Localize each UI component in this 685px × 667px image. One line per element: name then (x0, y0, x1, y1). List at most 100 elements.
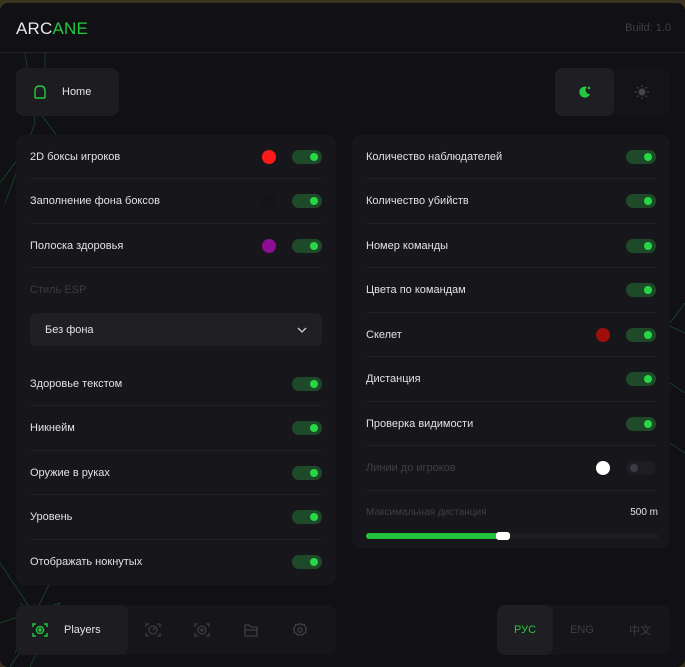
title-bar: ARCANE Build: 1.0 (0, 3, 685, 53)
dropdown-value: Без фона (45, 323, 94, 336)
setting-row: Уровень (30, 496, 322, 540)
visuals-icon (193, 623, 210, 637)
max-distance-slider[interactable] (366, 532, 658, 540)
toggle-knob (310, 424, 318, 432)
toggle-switch[interactable] (292, 465, 322, 480)
setting-row: Полоска здоровья (30, 224, 322, 268)
esp-style-dropdown[interactable]: Без фона (30, 313, 322, 346)
setting-row: Количество убийств (366, 180, 656, 224)
color-picker[interactable] (596, 327, 610, 342)
lang-eng[interactable]: ENG (570, 624, 594, 636)
setting-label: Здоровье текстом (30, 377, 123, 390)
setting-label: 2D боксы игроков (30, 150, 121, 163)
toggle-switch[interactable] (292, 421, 322, 435)
toggle-knob (644, 286, 652, 294)
aim-icon (144, 623, 161, 637)
setting-label: Количество убийств (366, 195, 469, 207)
toggle-switch[interactable] (626, 416, 656, 431)
toggle-switch[interactable] (292, 510, 322, 524)
home-label: Home (62, 86, 92, 98)
setting-row: Количество наблюдателей (366, 135, 656, 179)
toggle-knob (310, 513, 318, 521)
moon-icon (578, 86, 590, 98)
slider-fill (366, 533, 504, 539)
nav-players-label: Players (64, 624, 101, 636)
toggle-switch[interactable] (626, 327, 656, 342)
logo-text-a: ARC (16, 19, 53, 38)
build-version: Build: 1.0 (625, 22, 671, 34)
setting-label: Номер команды (366, 239, 449, 252)
toggle-knob (644, 375, 652, 383)
toggle-knob (310, 152, 318, 161)
toggle-switch[interactable] (626, 283, 656, 297)
app-window: ARCANE Build: 1.0 Home 2D боксы игроков З… (0, 3, 685, 667)
max-distance-value: 500 m (630, 507, 658, 518)
setting-row: Здоровье текстом (30, 362, 322, 406)
right-settings-panel: Количество наблюдателей Количество убийст… (352, 135, 670, 548)
setting-label: Заполнение фона боксов (30, 195, 160, 207)
setting-label: Линии до игроков (366, 462, 456, 474)
setting-label: Уровень (30, 511, 73, 523)
toggle-switch[interactable] (292, 555, 322, 569)
toggle-knob (644, 241, 652, 250)
setting-label: Дистанция (366, 373, 421, 385)
nav-aim[interactable] (128, 622, 177, 638)
bottom-nav: Players (16, 605, 336, 655)
setting-label: Отображать нокнутых (30, 556, 143, 568)
setting-label: Скелет (366, 328, 402, 341)
toggle-switch[interactable] (292, 149, 322, 164)
folder-icon (243, 624, 258, 637)
chevron-down-icon (297, 327, 307, 333)
setting-row: Линии до игроков (366, 447, 656, 491)
toggle-switch[interactable] (626, 194, 656, 208)
left-settings-panel: 2D боксы игроков Заполнение фона боксов По… (16, 135, 336, 585)
setting-row: Оружие в руках (30, 451, 322, 495)
toggle-switch[interactable] (626, 461, 656, 475)
setting-row: Отображать нокнутых (30, 540, 322, 584)
toggle-knob (644, 330, 652, 339)
esp-style-label: Стиль ESP (30, 284, 87, 296)
setting-label: Количество наблюдателей (366, 150, 503, 163)
light-theme-button[interactable] (614, 68, 670, 116)
setting-row: Скелет (366, 313, 656, 357)
nav-settings[interactable] (275, 622, 324, 638)
sun-icon (635, 85, 649, 99)
setting-row: Никнейм (30, 407, 322, 451)
toggle-switch[interactable] (626, 149, 656, 164)
nav-configs[interactable] (226, 622, 275, 638)
setting-row: Номер команды (366, 224, 656, 268)
nav-players[interactable]: Players (16, 605, 128, 655)
toggle-switch[interactable] (292, 376, 322, 391)
lang-rus[interactable]: РУС (497, 605, 553, 655)
setting-label: Цвета по командам (366, 284, 466, 296)
toggle-knob (644, 197, 652, 205)
lang-zh[interactable]: 中文 (629, 625, 651, 637)
color-picker[interactable] (596, 461, 610, 475)
setting-row: 2D боксы игроков (30, 135, 322, 179)
settings-icon (292, 622, 307, 636)
toggle-knob (310, 241, 318, 250)
toggle-knob (630, 464, 638, 472)
color-picker[interactable] (262, 238, 276, 253)
setting-row: Заполнение фона боксов (30, 180, 322, 224)
toggle-switch[interactable] (292, 194, 322, 208)
slider-thumb[interactable] (496, 532, 511, 540)
toggle-switch[interactable] (626, 372, 656, 386)
color-picker[interactable] (262, 149, 276, 164)
players-icon (32, 623, 48, 637)
toggle-switch[interactable] (292, 238, 322, 253)
max-distance-row: Максимальная дистанция 500 m (366, 507, 658, 518)
dark-theme-button[interactable] (555, 68, 614, 116)
toggle-switch[interactable] (626, 238, 656, 253)
color-picker[interactable] (262, 194, 276, 208)
home-button[interactable]: Home (16, 68, 119, 116)
toggle-knob (310, 379, 318, 388)
setting-label: Никнейм (30, 422, 75, 434)
logo-text-b: ANE (52, 19, 89, 38)
toggle-knob (310, 558, 318, 566)
toggle-knob (310, 468, 318, 477)
theme-switch (555, 68, 670, 116)
setting-label: Полоска здоровья (30, 239, 124, 252)
logo: ARCANE (16, 19, 88, 39)
nav-visuals[interactable] (177, 622, 226, 638)
